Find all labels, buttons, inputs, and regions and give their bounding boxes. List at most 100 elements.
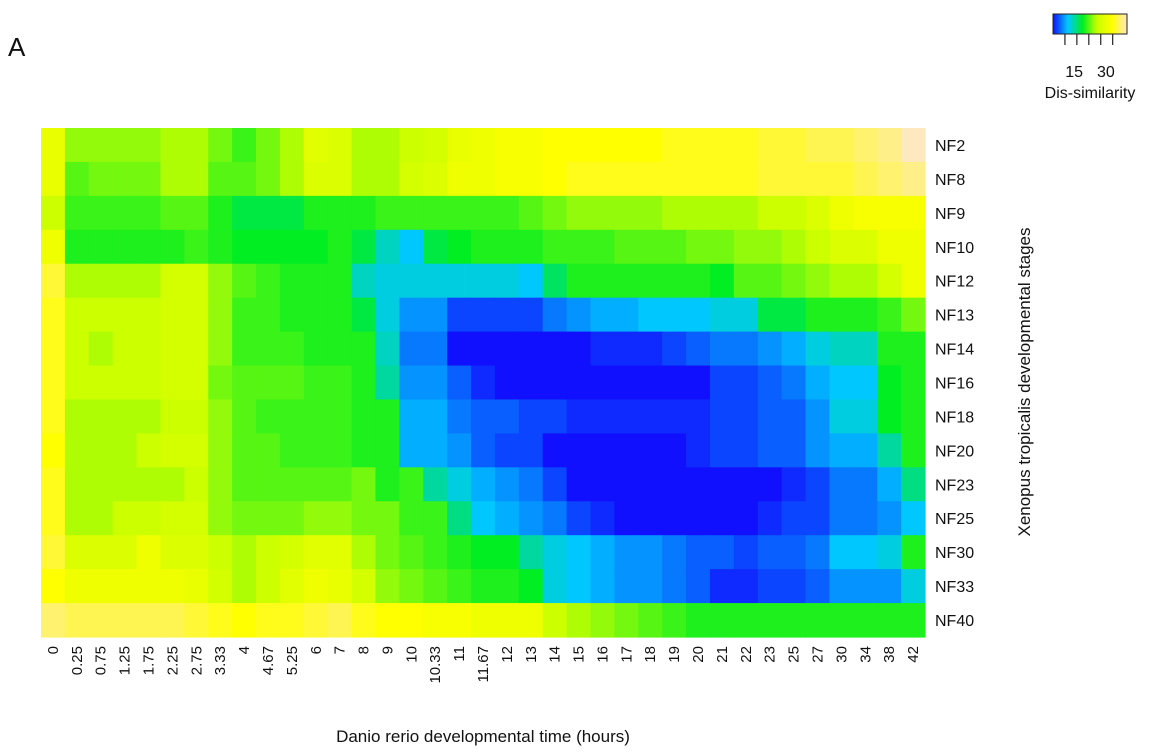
heatmap-cell — [686, 433, 711, 468]
heatmap-cell — [471, 501, 496, 536]
heatmap-cell — [901, 365, 926, 401]
heatmap-cell — [471, 128, 496, 163]
heatmap-cell — [757, 569, 783, 604]
heatmap-cell — [136, 263, 162, 299]
heatmap-cell — [112, 433, 138, 468]
row-label: NF30 — [935, 545, 974, 562]
heatmap-cell — [303, 433, 329, 468]
heatmap-cell — [64, 399, 90, 434]
heatmap-cell — [327, 365, 353, 401]
heatmap-cell — [566, 569, 592, 604]
heatmap-cell — [375, 161, 400, 197]
heatmap-cell — [638, 433, 663, 468]
heatmap-cell — [757, 229, 783, 265]
heatmap-cell — [184, 535, 209, 570]
heatmap-cell — [757, 535, 783, 570]
heatmap-cell — [447, 433, 472, 468]
heatmap-cell — [232, 229, 257, 265]
heatmap-cell — [590, 467, 615, 502]
heatmap-cell — [829, 569, 854, 604]
heatmap-cell — [662, 535, 687, 570]
column-label: 34 — [857, 646, 874, 663]
heatmap-cell — [518, 297, 544, 333]
heatmap-cell — [88, 467, 114, 502]
heatmap-cell — [399, 433, 424, 468]
heatmap-cell — [518, 399, 544, 434]
heatmap-cell — [757, 297, 783, 333]
heatmap-cell — [709, 365, 735, 401]
heatmap-cell — [232, 195, 257, 231]
heatmap-cell — [351, 161, 377, 197]
heatmap-cell — [829, 501, 854, 536]
heatmap-cell — [471, 467, 496, 502]
heatmap-cell — [184, 195, 209, 231]
heatmap-cell — [160, 331, 185, 367]
heatmap-cell — [208, 297, 233, 333]
heatmap-cell — [64, 161, 90, 197]
heatmap-cell — [518, 467, 544, 502]
heatmap-cell — [686, 365, 711, 401]
heatmap-cell — [327, 603, 353, 638]
heatmap-cell — [662, 229, 687, 265]
heatmap-cell — [590, 569, 615, 604]
column-label: 16 — [594, 646, 611, 663]
heatmap-cell — [208, 229, 233, 265]
heatmap-cell — [853, 467, 878, 502]
heatmap-cell — [733, 331, 759, 367]
heatmap-cell — [494, 535, 520, 570]
heatmap-cell — [518, 501, 544, 536]
heatmap-cell — [279, 433, 305, 468]
heatmap-cell — [638, 603, 663, 638]
row-label: NF12 — [935, 274, 974, 291]
column-label: 9 — [379, 646, 396, 654]
heatmap-cell — [184, 501, 209, 536]
heatmap-cell — [566, 128, 592, 163]
heatmap-cell — [256, 331, 281, 367]
heatmap-cell — [303, 331, 329, 367]
heatmap-cell — [733, 501, 759, 536]
heatmap-cell — [447, 229, 472, 265]
heatmap-cell — [781, 297, 807, 333]
heatmap-cell — [423, 501, 448, 536]
heatmap-cell — [112, 535, 138, 570]
heatmap-cell — [88, 161, 114, 197]
heatmap-cell — [41, 229, 66, 265]
heatmap-cell — [303, 603, 329, 638]
heatmap-cell — [41, 128, 66, 163]
heatmap-cell — [518, 229, 544, 265]
heatmap-cell — [590, 195, 615, 231]
heatmap-cell — [351, 229, 377, 265]
heatmap-cell — [351, 195, 377, 231]
heatmap-cell — [256, 399, 281, 434]
heatmap-cell — [351, 569, 377, 604]
heatmap-cell — [232, 501, 257, 536]
heatmap-cell — [136, 128, 162, 163]
heatmap-cell — [709, 128, 735, 163]
heatmap-cell — [877, 195, 902, 231]
heatmap-cell — [351, 467, 377, 502]
heatmap-cell — [901, 399, 926, 434]
heatmap-cell — [757, 501, 783, 536]
heatmap-cell — [232, 399, 257, 434]
heatmap-cell — [638, 229, 663, 265]
column-label: 0.25 — [69, 646, 86, 675]
column-label: 6 — [308, 646, 325, 654]
heatmap-cell — [256, 467, 281, 502]
heatmap-cell — [518, 263, 544, 299]
heatmap-cell — [781, 467, 807, 502]
heatmap-cell — [184, 229, 209, 265]
heatmap-cell — [829, 331, 854, 367]
heatmap-cell — [829, 399, 854, 434]
panel-label: A — [8, 32, 26, 62]
heatmap-cell — [829, 467, 854, 502]
heatmap-cell — [829, 297, 854, 333]
heatmap-cell — [638, 331, 663, 367]
heatmap-cell — [41, 365, 66, 401]
heatmap-cell — [805, 433, 831, 468]
heatmap-cell — [877, 161, 902, 197]
heatmap-cell — [208, 331, 233, 367]
heatmap-cell — [590, 535, 615, 570]
heatmap-cell — [805, 195, 831, 231]
heatmap-cell — [327, 399, 353, 434]
heatmap-cell — [351, 433, 377, 468]
